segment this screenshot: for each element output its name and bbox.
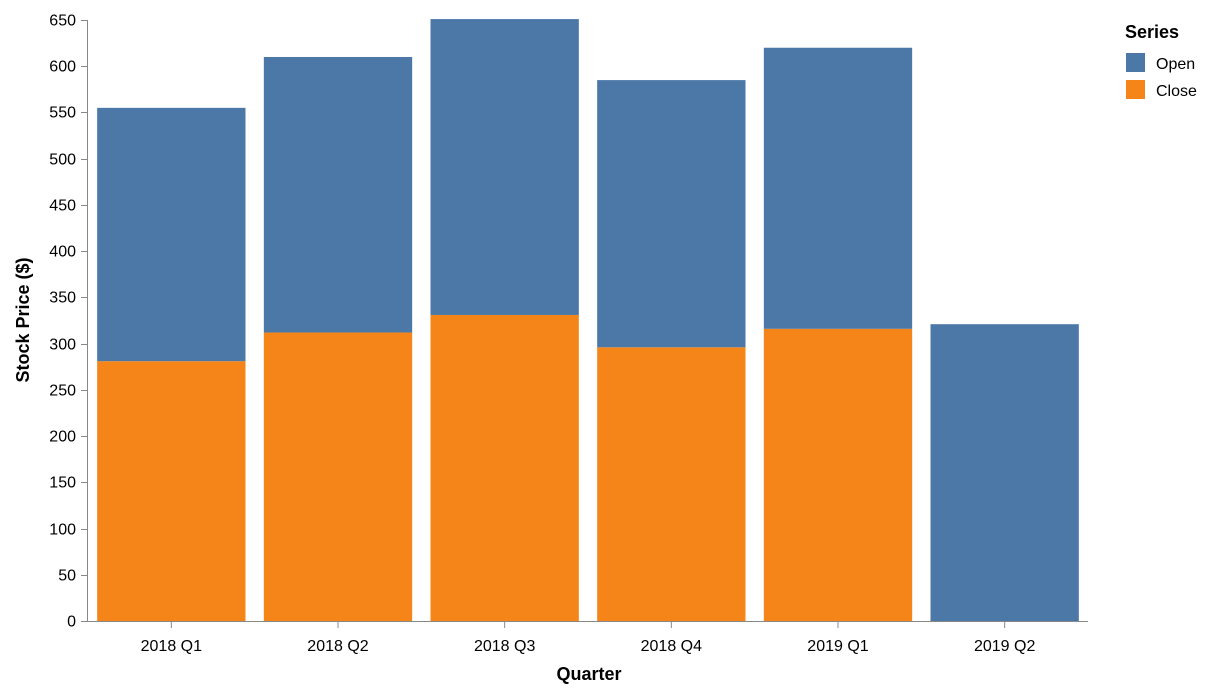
x-tick-label-2018-q2: 2018 Q2	[307, 638, 368, 655]
legend-label-open: Open	[1156, 56, 1195, 73]
y-tick-label-500: 500	[49, 152, 76, 169]
bars-layer	[97, 19, 1079, 621]
bar-open-2019-q1	[763, 47, 913, 329]
x-axis-title: Quarter	[556, 664, 621, 684]
x-tick-label-2019-q1: 2019 Q1	[807, 638, 868, 655]
x-axis: 2018 Q1 2018 Q2 2018 Q3 2018 Q4 2019 Q1 2019 …	[87, 621, 1088, 655]
x-tick-label-2019-q2: 2019 Q2	[974, 638, 1035, 655]
bar-open-2018-q4	[597, 80, 746, 348]
legend-label-close: Close	[1156, 83, 1197, 100]
bar-open-2019-q2	[930, 324, 1079, 621]
y-tick-label-100: 100	[49, 522, 76, 539]
legend-entry-open: Open	[1126, 53, 1195, 73]
x-tick-label-2018-q4: 2018 Q4	[641, 638, 702, 655]
bar-open-2018-q1	[97, 107, 246, 362]
y-tick-label-650: 650	[49, 13, 76, 30]
y-tick-label-300: 300	[49, 337, 76, 354]
legend-swatch-open	[1126, 53, 1145, 72]
legend-swatch-close	[1126, 80, 1145, 99]
y-tick-label-400: 400	[49, 244, 76, 261]
legend-title: Series	[1125, 22, 1179, 42]
bar-open-2018-q3	[430, 19, 579, 315]
bar-close-2018-q2	[263, 332, 413, 621]
bar-close-2018-q1	[97, 361, 246, 621]
legend: Series Open Close	[1125, 22, 1197, 100]
x-tick-label-2018-q3: 2018 Q3	[474, 638, 535, 655]
legend-entry-close: Close	[1126, 80, 1197, 100]
y-tick-label-250: 250	[49, 383, 76, 400]
y-tick-label-0: 0	[67, 614, 76, 631]
y-tick-label-50: 50	[58, 568, 76, 585]
bar-close-2018-q4	[597, 347, 746, 621]
bar-close-2018-q3	[430, 314, 579, 621]
x-tick-label-2018-q1: 2018 Q1	[141, 638, 202, 655]
bar-open-2018-q2	[263, 56, 413, 333]
y-tick-label-350: 350	[49, 290, 76, 307]
y-axis-title: Stock Price ($)	[13, 257, 33, 382]
y-tick-label-200: 200	[49, 429, 76, 446]
y-tick-label-550: 550	[49, 105, 76, 122]
y-tick-label-150: 150	[49, 475, 76, 492]
bar-close-2019-q1	[763, 328, 913, 621]
y-axis: 0 50 100 150 200 250 300 350 400 450 500 550 600 650	[49, 13, 88, 631]
y-tick-label-450: 450	[49, 198, 76, 215]
y-tick-label-600: 600	[49, 59, 76, 76]
